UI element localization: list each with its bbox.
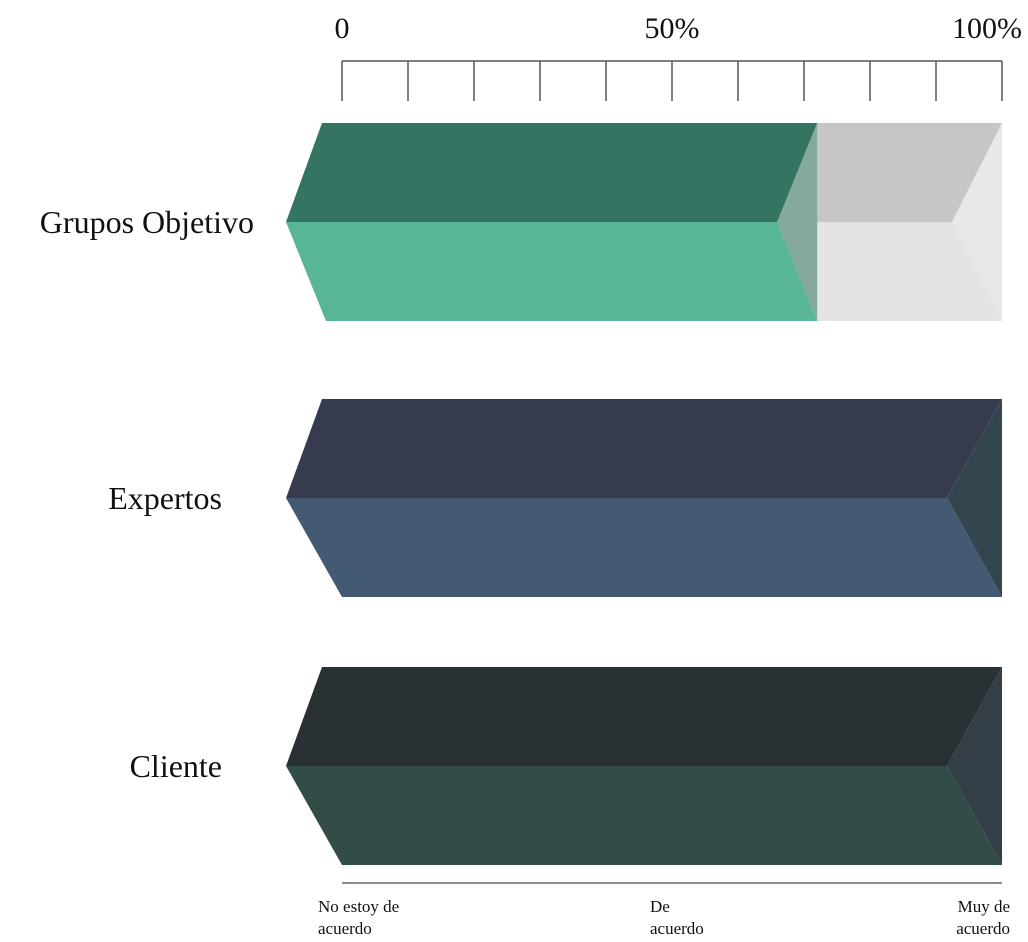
top-percent-axis: 0 50% 100%	[335, 12, 1022, 101]
scale-label: De acuerdo	[650, 897, 704, 938]
bar-end-cap	[947, 667, 1002, 865]
scale-label-line: acuerdo	[318, 919, 372, 938]
bar-segment-main-bottom	[286, 766, 1002, 865]
scale-label-line: Muy de	[958, 897, 1010, 916]
bar-segment-main-bottom	[286, 498, 1002, 597]
top-axis-tick-label: 100%	[952, 12, 1022, 45]
bar-segment-remainder-bottom	[777, 222, 1002, 321]
bars-group	[286, 123, 1002, 865]
top-axis-tick-label: 0	[335, 12, 350, 45]
bar-end-rim	[952, 123, 1002, 321]
scale-label-line: acuerdo	[650, 919, 704, 938]
bar-segment-main-top	[286, 399, 1002, 498]
category-label: Cliente	[130, 748, 222, 784]
scale-label-line: De	[650, 897, 670, 916]
category-labels: Grupos Objetivo Expertos Cliente	[40, 204, 254, 784]
bar-segment-main-top	[286, 123, 818, 222]
category-label: Grupos Objetivo	[40, 204, 254, 240]
bar-segment-main-bottom	[286, 222, 818, 321]
bottom-agreement-scale: No estoy de acuerdo De acuerdo Muy de acuerdo	[318, 882, 1010, 938]
scale-label-line: acuerdo	[956, 919, 1010, 938]
top-axis-tick-label: 50%	[645, 12, 700, 45]
bar-end-cap	[947, 399, 1002, 597]
bar-end-cap	[777, 123, 818, 321]
scale-label: No estoy de acuerdo	[318, 897, 399, 938]
scale-label: Muy de acuerdo	[956, 897, 1010, 938]
scale-label-line: No estoy de	[318, 897, 399, 916]
bar-segment-main-top	[286, 667, 1002, 766]
category-label: Expertos	[108, 480, 222, 516]
bar-segment-remainder-top	[777, 123, 1002, 222]
